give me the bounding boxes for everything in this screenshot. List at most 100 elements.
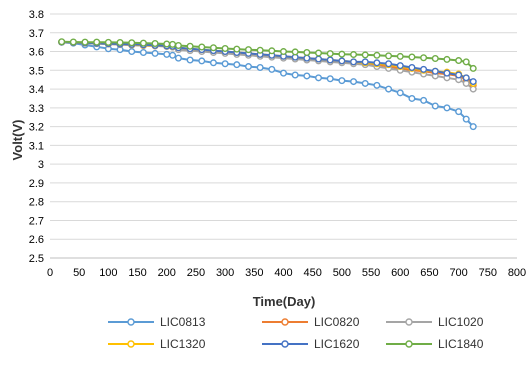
data-point-lic1840: [93, 38, 101, 46]
legend-marker: [281, 340, 289, 348]
legend-marker: [405, 340, 413, 348]
legend-marker: [281, 318, 289, 326]
legend-item-lic1620: LIC1620: [262, 337, 360, 351]
x-tick-label: 0: [47, 267, 53, 279]
data-point-lic0813: [315, 74, 323, 82]
legend-label: LIC1620: [314, 337, 360, 351]
y-tick-label: 3: [38, 159, 44, 171]
data-point-lic1620: [361, 58, 369, 66]
data-point-lic1840: [104, 38, 112, 46]
data-point-lic1840: [455, 57, 463, 65]
data-point-lic1840: [373, 51, 381, 59]
data-point-lic1620: [420, 65, 428, 73]
y-axis-title: Volt(V): [10, 120, 25, 161]
data-point-lic0813: [385, 85, 393, 93]
data-point-lic1840: [209, 44, 217, 52]
y-tick-label: 3.3: [29, 103, 44, 115]
data-point-lic0813: [139, 48, 147, 56]
data-point-lic0813: [198, 57, 206, 65]
legend-item-lic0820: LIC0820: [262, 315, 360, 329]
data-point-lic1840: [169, 40, 177, 48]
data-point-lic1620: [396, 62, 404, 70]
data-point-lic0813: [174, 54, 182, 62]
data-point-lic1840: [420, 54, 428, 62]
x-tick-label: 500: [333, 267, 351, 279]
data-point-lic1840: [58, 38, 66, 46]
data-point-lic1840: [408, 53, 416, 61]
data-point-lic0813: [163, 50, 171, 58]
legend-label: LIC1020: [438, 315, 484, 329]
x-tick-label: 600: [391, 267, 409, 279]
x-tick-label: 750: [479, 267, 497, 279]
data-point-lic1840: [69, 38, 77, 46]
data-point-lic1840: [280, 48, 288, 56]
data-point-lic0813: [469, 123, 477, 131]
x-tick-label: 800: [508, 267, 526, 279]
legend-label: LIC0813: [160, 315, 206, 329]
data-point-lic0813: [128, 48, 136, 56]
data-point-lic0813: [338, 77, 346, 85]
x-tick-label: 400: [274, 267, 292, 279]
legend-marker: [127, 340, 135, 348]
y-tick-label: 3.8: [29, 9, 44, 21]
data-point-lic1620: [303, 54, 311, 62]
y-tick-label: 2.8: [29, 197, 44, 209]
data-point-lic1620: [350, 58, 358, 66]
data-point-lic1840: [128, 39, 136, 47]
data-point-lic1620: [338, 57, 346, 65]
series-line-lic0820: [61, 41, 474, 87]
data-point-lic1840: [163, 40, 171, 48]
data-point-lic1620: [315, 55, 323, 63]
data-point-lic1840: [139, 39, 147, 47]
y-tick-label: 2.9: [29, 178, 44, 190]
x-tick-label: 450: [304, 267, 322, 279]
data-point-lic0813: [455, 108, 463, 116]
data-point-lic0813: [303, 72, 311, 80]
legend-marker: [405, 318, 413, 326]
legend-label: LIC0820: [314, 315, 360, 329]
data-point-lic1840: [244, 46, 252, 54]
y-tick-label: 3.4: [29, 84, 44, 96]
data-point-lic1840: [303, 48, 311, 56]
legend-label: LIC1320: [160, 337, 206, 351]
data-point-lic1840: [198, 43, 206, 51]
data-point-lic1840: [361, 51, 369, 59]
data-point-lic1620: [462, 74, 470, 82]
data-point-lic0813: [280, 69, 288, 77]
data-point-lic1840: [469, 64, 477, 72]
data-point-lic1620: [326, 56, 334, 64]
data-point-lic1020: [469, 85, 477, 93]
x-tick-label: 550: [362, 267, 380, 279]
legend-item-lic0813: LIC0813: [108, 315, 206, 329]
data-point-lic1840: [396, 52, 404, 60]
data-point-lic0813: [396, 89, 404, 97]
data-point-lic1840: [151, 39, 159, 47]
legend-label: LIC1840: [438, 337, 484, 351]
data-point-lic1840: [350, 51, 358, 59]
data-point-lic0813: [350, 78, 358, 86]
data-point-lic0813: [221, 60, 229, 68]
data-point-lic1840: [174, 42, 182, 50]
data-point-lic0813: [244, 63, 252, 71]
data-point-lic0813: [233, 61, 241, 69]
x-tick-label: 100: [99, 267, 117, 279]
data-point-lic1840: [431, 54, 439, 62]
y-tick-label: 3.7: [29, 28, 44, 40]
data-point-lic1840: [186, 42, 194, 50]
data-point-lic1620: [408, 63, 416, 71]
y-tick-label: 3.6: [29, 47, 44, 59]
x-tick-label: 650: [420, 267, 438, 279]
data-point-lic0813: [408, 94, 416, 102]
legend-marker: [127, 318, 135, 326]
data-point-lic0813: [431, 102, 439, 110]
data-point-lic0813: [361, 79, 369, 87]
series-line-lic1320: [61, 41, 474, 85]
data-point-lic0813: [169, 51, 177, 59]
data-point-lic0813: [443, 104, 451, 112]
data-point-lic1620: [443, 69, 451, 77]
x-tick-label: 700: [449, 267, 467, 279]
data-point-lic1840: [385, 52, 393, 60]
y-tick-label: 3.2: [29, 122, 44, 134]
data-point-lic1840: [116, 39, 124, 47]
